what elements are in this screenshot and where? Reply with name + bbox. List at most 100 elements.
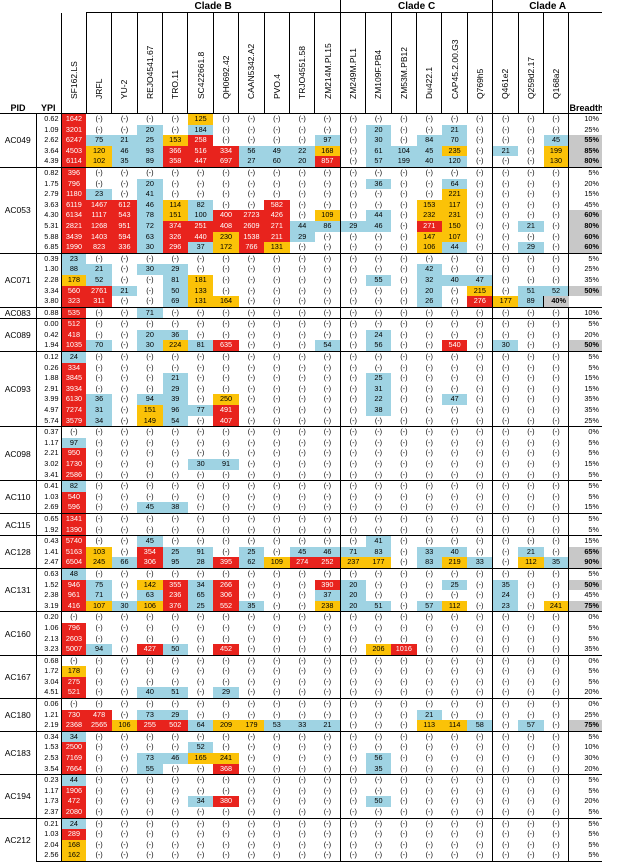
ic50-cell: 125 (188, 114, 213, 125)
virus-name: SC422661.8 (196, 52, 206, 99)
ic50-cell: 6247 (61, 135, 86, 146)
ic50-cell: (-) (442, 731, 467, 742)
ic50-cell: (-) (290, 200, 315, 211)
ic50-cell: (-) (417, 666, 442, 677)
ic50-cell: (-) (264, 731, 289, 742)
ic50-cell: (-) (493, 753, 518, 764)
ic50-cell: (-) (467, 513, 492, 524)
ic50-cell: (-) (493, 731, 518, 742)
ypi-value: 0.37 (36, 427, 61, 438)
ic50-cell: (-) (493, 232, 518, 243)
ic50-cell: (-) (137, 352, 162, 363)
ypi-value: 1.88 (36, 373, 61, 384)
pid-label: AC110 (0, 481, 36, 514)
ic50-cell: 596 (61, 502, 86, 513)
ic50-cell: (-) (493, 253, 518, 264)
ic50-cell: (-) (86, 319, 111, 330)
ic50-cell: 53 (264, 720, 289, 731)
ic50-cell: (-) (61, 699, 86, 710)
ic50-cell: (-) (86, 125, 111, 136)
ic50-cell: 97 (315, 135, 340, 146)
ic50-cell: (-) (340, 114, 365, 125)
breadth-value: 5% (569, 167, 602, 178)
ic50-cell: (-) (366, 710, 391, 721)
ic50-cell: 44 (61, 775, 86, 786)
ypi-value: 1.72 (36, 666, 61, 677)
ic50-cell: (-) (163, 796, 188, 807)
ic50-cell: 1467 (86, 200, 111, 211)
ic50-cell: (-) (137, 742, 162, 753)
ic50-cell: 21 (86, 264, 111, 275)
ic50-cell: (-) (264, 525, 289, 536)
virus-column-header: Q259d2.17 (518, 13, 543, 114)
ic50-cell: (-) (544, 807, 569, 818)
ic50-cell: 21 (518, 547, 543, 558)
ic50-cell: (-) (391, 114, 416, 125)
ic50-cell: (-) (467, 634, 492, 645)
ic50-cell: (-) (467, 253, 492, 264)
ic50-cell: (-) (112, 623, 137, 634)
ic50-cell: (-) (213, 135, 238, 146)
ic50-cell: (-) (493, 200, 518, 211)
ic50-cell: (-) (518, 253, 543, 264)
ypi-value: 2.69 (36, 502, 61, 513)
ic50-cell: (-) (544, 340, 569, 351)
ic50-cell: (-) (239, 580, 264, 591)
ic50-cell: 35 (493, 580, 518, 591)
ic50-cell: (-) (340, 275, 365, 286)
pid-label: AC093 (0, 352, 36, 427)
ic50-cell: (-) (366, 655, 391, 666)
ic50-cell: (-) (467, 167, 492, 178)
ic50-cell: (-) (239, 125, 264, 136)
ic50-cell: 71 (86, 590, 111, 601)
ic50-cell: (-) (366, 459, 391, 470)
ic50-cell: 275 (61, 677, 86, 688)
ic50-cell: (-) (391, 416, 416, 427)
ic50-cell: (-) (544, 666, 569, 677)
ic50-cell: (-) (137, 438, 162, 449)
ic50-cell: (-) (163, 775, 188, 786)
clade-label: Clade A (493, 0, 602, 13)
ic50-cell: (-) (340, 666, 365, 677)
ic50-cell: 20 (137, 330, 162, 341)
ic50-cell: (-) (86, 634, 111, 645)
ic50-cell: (-) (213, 286, 238, 297)
ic50-cell: (-) (467, 612, 492, 623)
ic50-cell: (-) (290, 427, 315, 438)
ic50-cell: (-) (391, 340, 416, 351)
ic50-cell: (-) (213, 775, 238, 786)
virus-name: TRO.11 (170, 70, 180, 99)
ic50-cell: 334 (213, 146, 238, 157)
ic50-cell: (-) (264, 286, 289, 297)
ic50-cell: 21 (518, 221, 543, 232)
ic50-cell: (-) (417, 677, 442, 688)
ic50-cell: (-) (340, 296, 365, 307)
virus-column-header: TRJO4551.58 (290, 13, 315, 114)
ic50-cell: (-) (290, 125, 315, 136)
ic50-cell: (-) (467, 775, 492, 786)
ic50-cell: 950 (61, 448, 86, 459)
pid-label: AC128 (0, 536, 36, 569)
ic50-cell: (-) (264, 167, 289, 178)
ic50-cell: (-) (442, 796, 467, 807)
ic50-cell: (-) (290, 459, 315, 470)
ic50-cell: (-) (442, 655, 467, 666)
ic50-cell: (-) (493, 547, 518, 558)
ic50-cell: 857 (315, 156, 340, 167)
ic50-cell: (-) (391, 513, 416, 524)
ic50-cell: 56 (366, 340, 391, 351)
ic50-cell: (-) (544, 448, 569, 459)
ic50-cell: (-) (518, 612, 543, 623)
ic50-cell: (-) (188, 644, 213, 655)
ic50-cell: (-) (340, 125, 365, 136)
ic50-cell: (-) (493, 481, 518, 492)
ic50-cell: (-) (112, 764, 137, 775)
ic50-cell: (-) (544, 492, 569, 503)
ic50-cell: (-) (340, 568, 365, 579)
ic50-cell: (-) (290, 807, 315, 818)
ic50-cell: (-) (544, 275, 569, 286)
ic50-cell: 50 (163, 644, 188, 655)
